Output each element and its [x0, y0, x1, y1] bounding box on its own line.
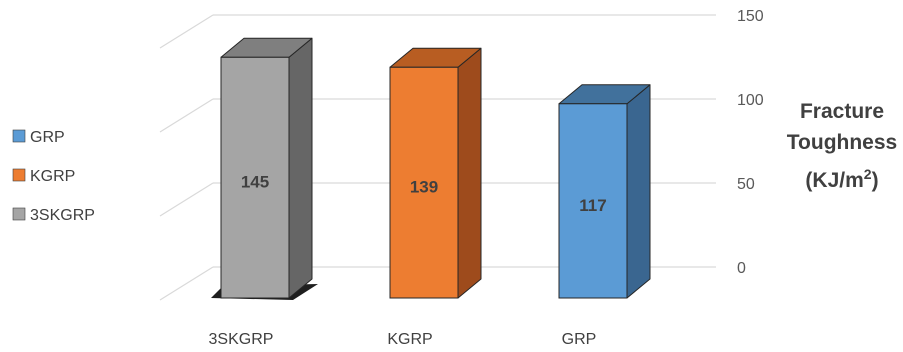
y-tick-100: 100 — [737, 92, 764, 109]
gridline-side-50 — [159, 182, 214, 217]
data-labels: 145 139 117 — [241, 173, 607, 215]
category-label-3skgrp: 3SKGRP — [209, 331, 274, 348]
value-label-3skgrp: 145 — [241, 173, 269, 192]
bar-kgrp — [389, 66, 459, 299]
y-tick-150: 150 — [737, 8, 764, 25]
legend-label-3skgrp: 3SKGRP — [30, 207, 95, 224]
bar-side-grp — [626, 84, 651, 299]
legend-swatch-grp — [12, 129, 26, 143]
y-axis-title-unit: (KJ/m — [805, 169, 863, 192]
value-label-grp: 117 — [579, 196, 606, 215]
bars — [211, 37, 651, 300]
bar-grp — [558, 103, 628, 299]
y-axis-title-line3: (KJ/m2) — [805, 166, 878, 192]
y-tick-50: 50 — [737, 176, 755, 193]
gridline-side-0 — [159, 266, 214, 301]
legend: GRP KGRP 3SKGRP — [12, 129, 95, 224]
bar-side-kgrp — [457, 47, 482, 299]
y-axis-title-line1: Fracture — [800, 100, 884, 123]
y-axis-ticks: 0 50 100 150 — [737, 8, 764, 277]
y-tick-0: 0 — [737, 260, 746, 277]
category-label-kgrp: KGRP — [387, 331, 432, 348]
legend-swatch-kgrp — [12, 168, 26, 182]
gridline-side-150 — [159, 14, 214, 49]
value-label-kgrp: 139 — [410, 178, 438, 197]
y-axis-title-superscript: 2 — [864, 166, 872, 182]
legend-swatch-3skgrp — [12, 207, 26, 221]
category-label-grp: GRP — [562, 331, 597, 348]
bar-3skgrp — [220, 56, 290, 299]
legend-label-grp: GRP — [30, 129, 65, 146]
bar-side-3skgrp — [288, 37, 313, 299]
legend-label-kgrp: KGRP — [30, 168, 75, 185]
gridline-side-100 — [159, 98, 214, 133]
y-axis-title: Fracture Toughness (KJ/m2) — [787, 100, 897, 192]
x-axis-categories: 3SKGRP KGRP GRP — [209, 331, 597, 348]
y-axis-title-close: ) — [872, 169, 879, 192]
y-axis-title-line2: Toughness — [787, 131, 897, 154]
